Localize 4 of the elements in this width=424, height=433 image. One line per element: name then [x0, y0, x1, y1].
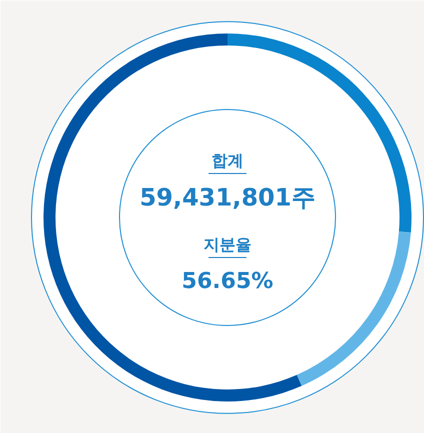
text: 56.65%: [182, 269, 274, 294]
text: 합계: [212, 151, 244, 170]
text: 59,431,801주: [140, 184, 316, 212]
text: 지분율: [204, 235, 252, 254]
